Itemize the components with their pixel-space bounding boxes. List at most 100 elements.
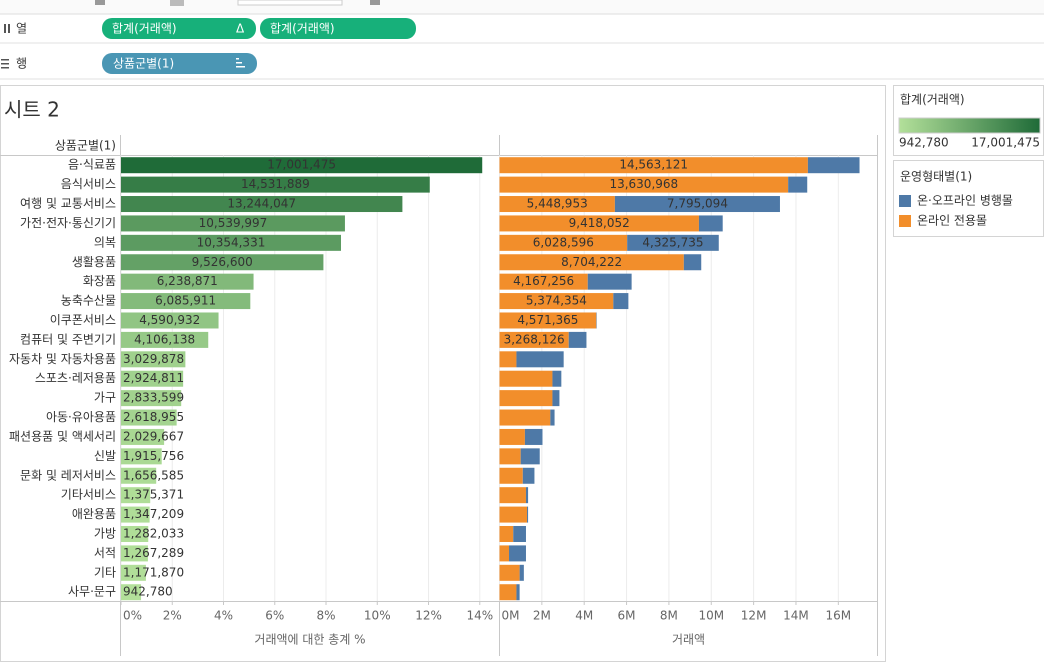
bar-segment bbox=[499, 312, 597, 329]
x-tick-label: 6M bbox=[618, 609, 636, 623]
pill-bg[interactable] bbox=[260, 18, 416, 39]
row-label: 가방 bbox=[94, 526, 116, 540]
bar-segment bbox=[499, 467, 523, 484]
shelf-label: 열 bbox=[16, 22, 27, 36]
toolbar-bg bbox=[0, 0, 1044, 14]
value-label: 8,704,222 bbox=[561, 255, 622, 269]
value-label: 9,418,052 bbox=[569, 216, 630, 230]
legend-swatch bbox=[899, 195, 911, 207]
toolbar-icon[interactable] bbox=[95, 0, 105, 5]
value-label: 2,924,811 bbox=[123, 371, 184, 385]
row-label: 아동·유아용품 bbox=[46, 410, 116, 424]
value-label: 1,171,870 bbox=[123, 565, 184, 579]
row-label: 생활용품 bbox=[72, 255, 116, 269]
toolbar bbox=[0, 0, 1044, 15]
row-label: 여행 및 교통서비스 bbox=[20, 196, 116, 211]
row-label: 가전·전자·통신기기 bbox=[20, 216, 116, 230]
x-tick-label: 12M bbox=[741, 609, 767, 623]
bar-segment bbox=[499, 293, 614, 310]
value-label: 13,630,968 bbox=[609, 177, 678, 191]
toolbar-dropdown[interactable] bbox=[237, 0, 343, 6]
value-label: 4,571,365 bbox=[517, 313, 578, 327]
bar-segment bbox=[499, 254, 684, 271]
row-label: 자동차 및 자동차용품 bbox=[9, 352, 116, 366]
bar bbox=[121, 428, 165, 445]
pill[interactable]: 상품군별(1) bbox=[102, 53, 257, 74]
x-tick-label: 0M bbox=[502, 609, 520, 623]
bar bbox=[121, 390, 182, 407]
bar-segment bbox=[499, 215, 699, 232]
value-label: 10,354,331 bbox=[197, 235, 266, 249]
pill-delta[interactable]: Δ bbox=[236, 22, 245, 36]
bar bbox=[121, 584, 142, 601]
bar bbox=[121, 234, 341, 251]
value-label: 1,656,585 bbox=[123, 468, 184, 482]
pill-text[interactable]: 상품군별(1) bbox=[113, 57, 174, 71]
bar-segment bbox=[698, 215, 723, 232]
bar bbox=[121, 487, 151, 504]
pill-text[interactable]: 합계(거래액) bbox=[270, 22, 335, 36]
row-label: 기타 bbox=[94, 565, 116, 579]
bar bbox=[121, 409, 177, 426]
bar-segment bbox=[499, 234, 628, 251]
x-tick-label: 4% bbox=[214, 609, 233, 623]
legend-min: 942,780 bbox=[899, 136, 949, 150]
pill-bg[interactable] bbox=[102, 53, 257, 74]
bar bbox=[121, 157, 483, 174]
value-label: 6,085,911 bbox=[155, 294, 216, 308]
x-tick-label: 10M bbox=[698, 609, 724, 623]
toolbar-icon[interactable] bbox=[370, 0, 380, 5]
pill[interactable]: 합계(거래액) Δ bbox=[102, 18, 256, 39]
pill-bg[interactable] bbox=[102, 18, 256, 39]
value-label: 4,167,256 bbox=[513, 274, 574, 288]
bar-segment bbox=[499, 428, 525, 445]
value-label: 1,375,371 bbox=[123, 488, 184, 502]
bar-segment bbox=[552, 390, 560, 407]
sort-icon[interactable] bbox=[236, 58, 239, 60]
value-label: 3,029,878 bbox=[123, 352, 184, 366]
bar bbox=[121, 525, 149, 542]
shelf-icon bbox=[4, 24, 6, 33]
bar-segment bbox=[627, 234, 719, 251]
value-label: 6,028,596 bbox=[533, 235, 594, 249]
value-label: 4,325,735 bbox=[642, 235, 703, 249]
value-label: 3,268,126 bbox=[504, 332, 565, 346]
value-label: 4,590,932 bbox=[139, 313, 200, 327]
bar-segment bbox=[614, 196, 780, 213]
bar-segment bbox=[587, 273, 632, 290]
row-label: 화장품 bbox=[83, 274, 116, 288]
bar bbox=[121, 467, 157, 484]
bar-segment bbox=[499, 157, 808, 174]
value-label: 5,374,354 bbox=[526, 294, 587, 308]
row-label: 음식서비스 bbox=[61, 177, 116, 191]
toolbar-icon[interactable] bbox=[170, 0, 184, 6]
bar-segment bbox=[499, 370, 553, 387]
x-tick-label: 6% bbox=[265, 609, 284, 623]
bar bbox=[121, 215, 345, 232]
bar bbox=[121, 545, 148, 562]
row-label: 애완용품 bbox=[72, 507, 116, 521]
sort-icon[interactable] bbox=[236, 62, 242, 64]
x-tick-label: 2% bbox=[163, 609, 182, 623]
value-label: 2,618,955 bbox=[123, 410, 184, 424]
color-ramp bbox=[898, 117, 1041, 134]
pill-text[interactable]: 합계(거래액) bbox=[112, 22, 177, 36]
pill[interactable]: 합계(거래액) bbox=[260, 18, 416, 39]
bar-segment bbox=[524, 428, 543, 445]
bar-segment bbox=[499, 506, 528, 523]
bar-segment bbox=[788, 176, 808, 193]
bar bbox=[121, 196, 403, 213]
bar-segment bbox=[499, 409, 551, 426]
bar bbox=[121, 293, 251, 310]
bar-segment bbox=[807, 157, 860, 174]
row-label: 패션용품 및 액세서리 bbox=[9, 429, 116, 443]
sort-icon[interactable] bbox=[236, 66, 245, 68]
bar-segment bbox=[499, 331, 569, 348]
bar-segment bbox=[499, 525, 514, 542]
value-label: 17,001,475 bbox=[267, 158, 336, 172]
x-axis: 0M 2M 4M 6M 8M 10M 12M 14M 16M 거래액 bbox=[499, 601, 851, 647]
bar-segment bbox=[527, 506, 529, 523]
x-tick-label: 2M bbox=[533, 609, 551, 623]
legend-title: 합계(거래액) bbox=[900, 93, 965, 107]
legend-swatch bbox=[899, 215, 911, 227]
